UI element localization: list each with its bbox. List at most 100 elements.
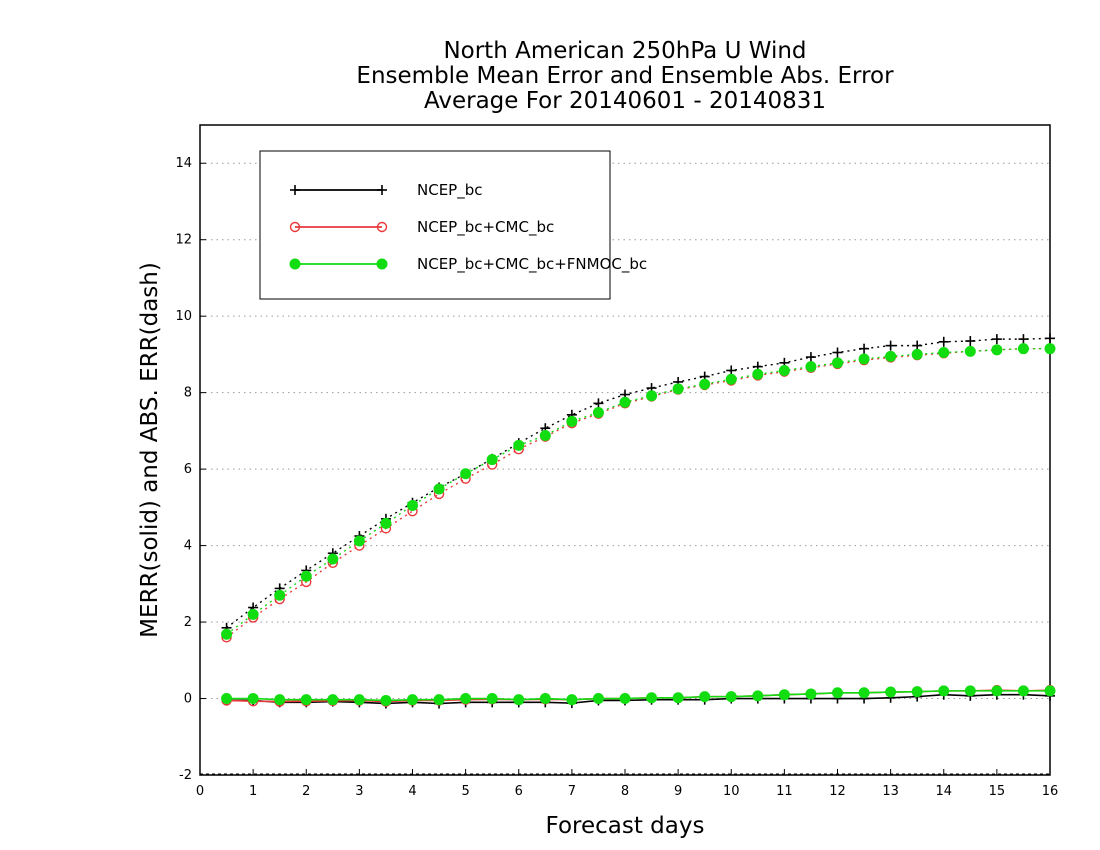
abs-error-point [885, 340, 896, 351]
mean-error-point [486, 693, 498, 705]
abs-error-point [1045, 333, 1055, 344]
x-tick-label: 12 [829, 784, 846, 799]
abs-error-point [646, 390, 658, 402]
abs-error-point [699, 378, 711, 390]
mean-error-point [460, 693, 472, 705]
title-line-3: Average For 20140601 - 20140831 [424, 88, 826, 114]
mean-error-point [725, 691, 737, 703]
x-tick-label: 0 [196, 784, 204, 799]
series-1 [221, 333, 1055, 709]
mean-error-point [539, 693, 551, 705]
legend-item: NCEP_bc+CMC_bc [289, 218, 554, 237]
abs-error-point [327, 553, 339, 565]
x-tick-label: 9 [674, 784, 682, 799]
abs-error-point [486, 454, 498, 466]
mean-error-point [911, 686, 923, 698]
x-tick-label: 4 [408, 784, 416, 799]
x-tick-label: 14 [935, 784, 952, 799]
mean-error-point [699, 691, 711, 703]
abs-error-point [539, 429, 551, 441]
x-axis-label: Forecast days [546, 813, 705, 839]
abs-error-point [619, 396, 631, 408]
mean-error-point [274, 694, 286, 706]
abs-error-point [752, 368, 764, 380]
mean-error-point [300, 694, 312, 706]
abs-error-point [964, 345, 976, 357]
abs-error-point [380, 517, 392, 529]
mean-error-point [1017, 685, 1029, 697]
x-tick-label: 1 [249, 784, 257, 799]
abs-error-point [805, 361, 817, 373]
y-axis-label: MERR(solid) and ABS. ERR(dash) [137, 262, 163, 638]
abs-error-line [226, 347, 1050, 635]
abs-error-point [911, 348, 923, 360]
legend-label: NCEP_bc+CMC_bc [417, 218, 554, 237]
mean-error-point [353, 694, 365, 706]
legend-item: NCEP_bc+CMC_bc+FNMOC_bc [289, 255, 647, 274]
x-tick-label: 7 [568, 784, 576, 799]
legend-marker [290, 185, 300, 195]
mean-error-point [433, 694, 445, 706]
legend-marker [289, 258, 301, 270]
legend-label: NCEP_bc [417, 181, 483, 200]
abs-error-point [407, 499, 418, 511]
mean-error-point [991, 685, 1003, 697]
abs-error-point [885, 350, 897, 362]
abs-error-point [593, 398, 604, 409]
abs-error-point [513, 439, 525, 451]
y-tick-label: 8 [184, 386, 192, 401]
abs-error-line [226, 347, 1050, 638]
abs-error-point [460, 468, 472, 480]
legend-label: NCEP_bc+CMC_bc+FNMOC_bc [417, 255, 647, 274]
y-tick-label: 10 [175, 309, 192, 324]
abs-error-point [805, 352, 816, 363]
mean-error-point [380, 694, 392, 706]
abs-error-point [938, 347, 950, 358]
x-tick-label: 3 [355, 784, 363, 799]
mean-error-point [964, 685, 976, 697]
mean-error-point [805, 688, 817, 700]
abs-error-point [965, 336, 976, 347]
abs-error-line [226, 337, 1051, 629]
abs-error-point [1044, 343, 1056, 355]
x-tick-label: 16 [1042, 784, 1059, 799]
mean-error-point [858, 687, 870, 699]
y-tick-label: 12 [175, 233, 192, 248]
y-tick-label: 6 [184, 462, 192, 477]
x-tick-label: 2 [302, 784, 310, 799]
abs-error-point [991, 334, 1002, 345]
abs-error-point [221, 628, 233, 640]
mean-error-point [1044, 685, 1056, 697]
x-tick-label: 11 [776, 784, 793, 799]
mean-error-point [938, 685, 950, 697]
x-tick-label: 5 [461, 784, 469, 799]
mean-error-point [832, 687, 843, 699]
abs-error-point [247, 608, 259, 620]
legend-marker [376, 258, 388, 270]
abs-error-point [592, 407, 604, 419]
abs-error-point [938, 336, 949, 347]
mean-error-point [885, 686, 897, 698]
series-2 [221, 343, 1056, 707]
x-tick-label: 15 [989, 784, 1006, 799]
abs-error-point [991, 344, 1003, 356]
abs-error-point [566, 415, 578, 427]
y-tick-label: 0 [184, 692, 192, 707]
y-tick-label: 4 [184, 539, 192, 554]
mean-error-point [592, 693, 604, 705]
title-line-2: Ensemble Mean Error and Ensemble Abs. Er… [356, 63, 894, 89]
legend-marker [376, 221, 388, 233]
y-tick-label: -2 [179, 768, 192, 783]
abs-error-point [433, 483, 445, 495]
mean-error-point [247, 693, 259, 705]
abs-error-point [1017, 343, 1029, 355]
abs-error-point [859, 343, 870, 354]
x-tick-label: 6 [515, 784, 523, 799]
legend-marker [289, 221, 301, 233]
x-tick-label: 8 [621, 784, 629, 799]
abs-error-point [858, 353, 870, 365]
abs-error-point [1018, 334, 1029, 345]
